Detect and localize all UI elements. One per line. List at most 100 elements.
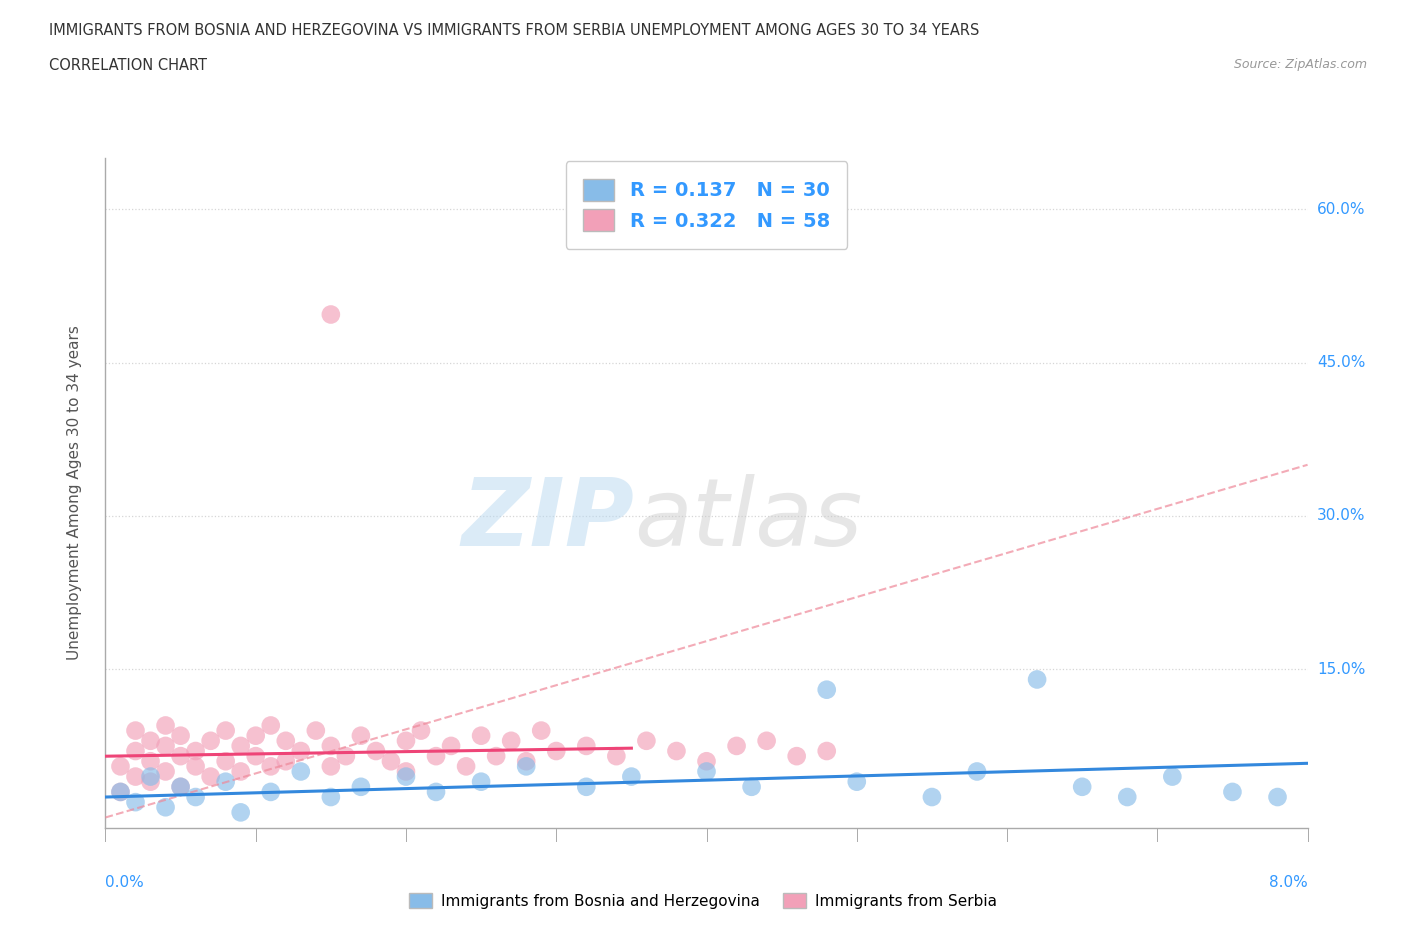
Point	[319, 738, 342, 753]
Point	[1116, 790, 1139, 804]
Point	[305, 724, 328, 738]
Point	[319, 759, 342, 774]
Point	[260, 785, 283, 800]
Point	[229, 764, 252, 779]
Point	[546, 744, 568, 759]
Point	[1071, 779, 1094, 794]
Point	[485, 749, 508, 764]
Point	[290, 744, 312, 759]
Point	[184, 759, 207, 774]
Point	[214, 775, 236, 790]
Text: 45.0%: 45.0%	[1317, 355, 1365, 370]
Point	[319, 790, 342, 804]
Point	[200, 769, 222, 784]
Point	[696, 754, 718, 769]
Point	[260, 759, 283, 774]
Point	[139, 734, 162, 749]
Point	[380, 754, 402, 769]
Text: CORRELATION CHART: CORRELATION CHART	[49, 58, 207, 73]
Text: ZIP: ZIP	[461, 473, 634, 565]
Point	[741, 779, 763, 794]
Point	[184, 790, 207, 804]
Point	[155, 800, 177, 815]
Point	[139, 775, 162, 790]
Point	[575, 738, 598, 753]
Point	[395, 764, 418, 779]
Point	[155, 764, 177, 779]
Point	[786, 749, 808, 764]
Point	[755, 734, 778, 749]
Point	[229, 738, 252, 753]
Point	[245, 728, 267, 743]
Point	[440, 738, 463, 753]
Point	[214, 724, 236, 738]
Point	[110, 785, 132, 800]
Point	[620, 769, 643, 784]
Point	[350, 779, 373, 794]
Point	[515, 759, 537, 774]
Point	[139, 754, 162, 769]
Point	[696, 764, 718, 779]
Point	[139, 769, 162, 784]
Point	[364, 744, 387, 759]
Point	[245, 749, 267, 764]
Point	[425, 749, 447, 764]
Point	[530, 724, 553, 738]
Point	[214, 754, 236, 769]
Point	[815, 683, 838, 698]
Text: atlas: atlas	[634, 474, 863, 565]
Point	[636, 734, 658, 749]
Point	[1267, 790, 1289, 804]
Point	[169, 779, 191, 794]
Point	[155, 738, 177, 753]
Point	[184, 744, 207, 759]
Point	[470, 728, 492, 743]
Point	[470, 775, 492, 790]
Point	[725, 738, 748, 753]
Point	[200, 734, 222, 749]
Point	[124, 795, 146, 810]
Point	[395, 734, 418, 749]
Legend: Immigrants from Bosnia and Herzegovina, Immigrants from Serbia: Immigrants from Bosnia and Herzegovina, …	[404, 886, 1002, 915]
Text: IMMIGRANTS FROM BOSNIA AND HERZEGOVINA VS IMMIGRANTS FROM SERBIA UNEMPLOYMENT AM: IMMIGRANTS FROM BOSNIA AND HERZEGOVINA V…	[49, 23, 980, 38]
Point	[169, 728, 191, 743]
Point	[124, 724, 146, 738]
Point	[319, 307, 342, 322]
Point	[815, 744, 838, 759]
Point	[395, 769, 418, 784]
Point	[921, 790, 943, 804]
Point	[110, 759, 132, 774]
Point	[966, 764, 988, 779]
Point	[155, 718, 177, 733]
Text: 30.0%: 30.0%	[1317, 509, 1365, 524]
Point	[425, 785, 447, 800]
Point	[515, 754, 537, 769]
Point	[454, 759, 477, 774]
Point	[575, 779, 598, 794]
Point	[124, 744, 146, 759]
Point	[169, 749, 191, 764]
Point	[1161, 769, 1184, 784]
Point	[229, 805, 252, 820]
Legend: R = 0.137   N = 30, R = 0.322   N = 58: R = 0.137 N = 30, R = 0.322 N = 58	[565, 161, 848, 249]
Point	[1026, 672, 1049, 687]
Point	[845, 775, 868, 790]
Point	[1222, 785, 1244, 800]
Point	[169, 779, 191, 794]
Point	[274, 734, 297, 749]
Point	[290, 764, 312, 779]
Point	[335, 749, 357, 764]
Text: 15.0%: 15.0%	[1317, 662, 1365, 677]
Text: 0.0%: 0.0%	[105, 874, 145, 890]
Point	[124, 769, 146, 784]
Point	[409, 724, 432, 738]
Point	[665, 744, 688, 759]
Point	[350, 728, 373, 743]
Point	[110, 785, 132, 800]
Text: 60.0%: 60.0%	[1317, 202, 1365, 217]
Y-axis label: Unemployment Among Ages 30 to 34 years: Unemployment Among Ages 30 to 34 years	[67, 326, 82, 660]
Point	[260, 718, 283, 733]
Text: 8.0%: 8.0%	[1268, 874, 1308, 890]
Point	[605, 749, 627, 764]
Point	[501, 734, 523, 749]
